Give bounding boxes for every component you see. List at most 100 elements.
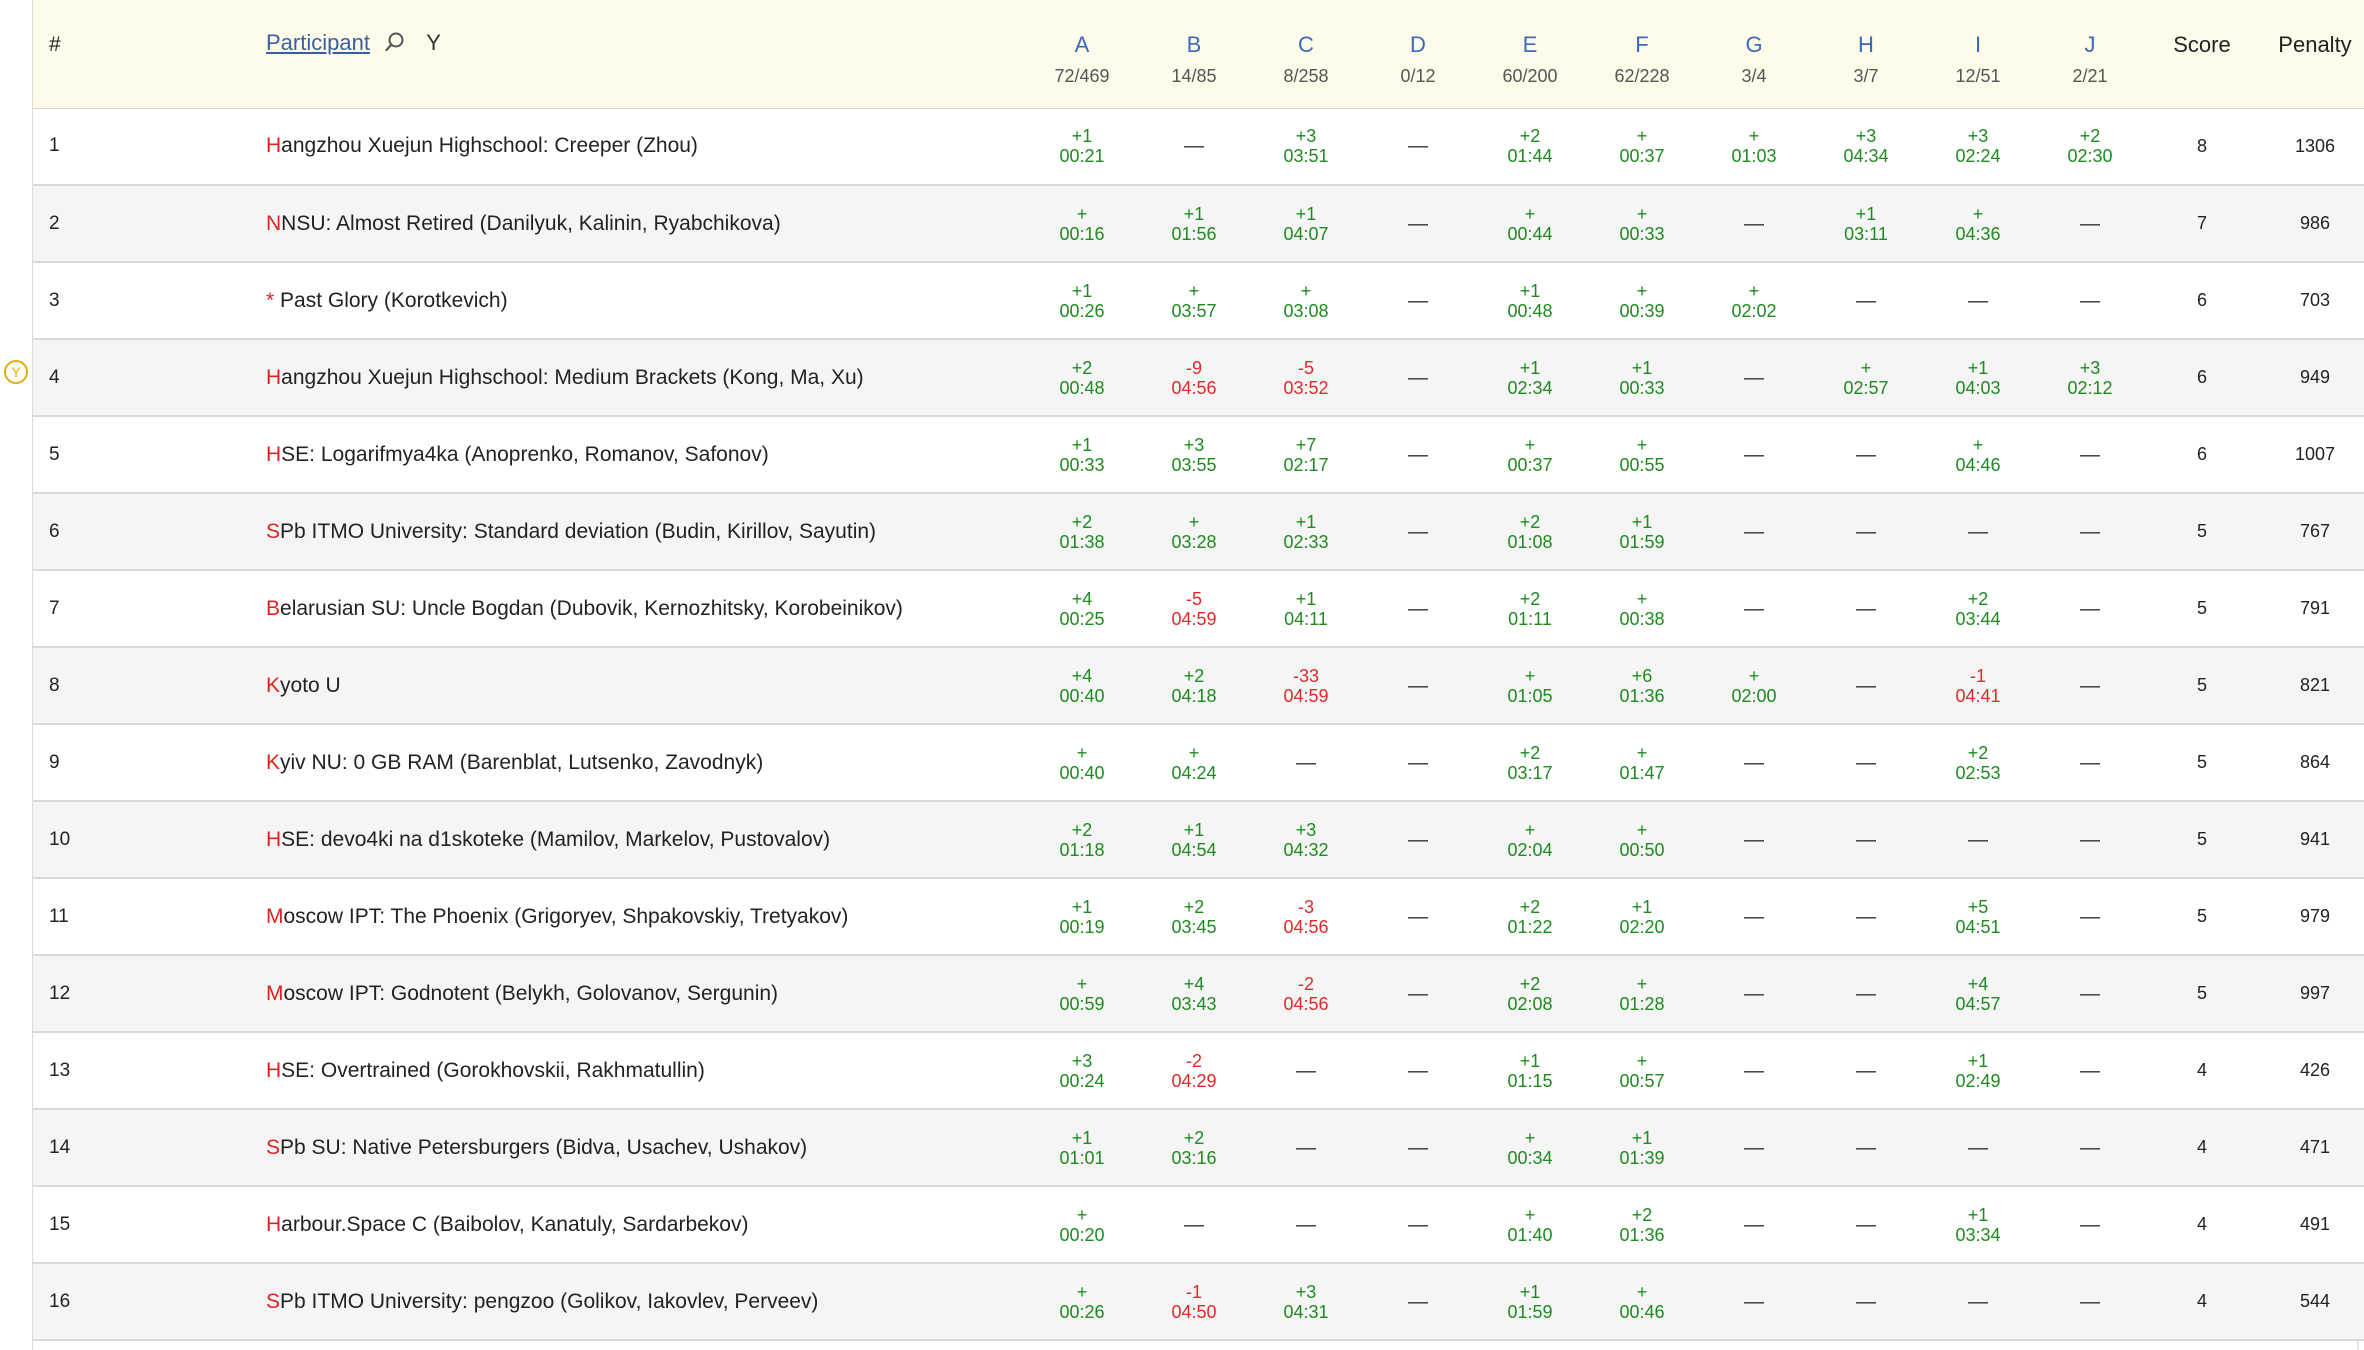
result-cell-d[interactable]: — — [1362, 108, 1474, 185]
result-cell-g[interactable]: — — [1698, 878, 1810, 955]
result-cell-c[interactable]: — — [1250, 1032, 1362, 1109]
problem-letter[interactable]: A — [1074, 32, 1090, 57]
result-cell-f[interactable]: +1 01:39 — [1586, 1109, 1698, 1186]
result-cell-a[interactable]: +00:16 — [1026, 185, 1138, 262]
table-row[interactable]: 4 Hangzhou Xuejun Highschool: Medium Brac… — [33, 339, 2364, 416]
problem-header-b[interactable]: B 14/85 — [1138, 0, 1250, 109]
participant-cell[interactable]: HSE: Logarifmya4ka (Anoprenko, Romanov, … — [138, 416, 1026, 493]
participant-cell[interactable]: Hangzhou Xuejun Highschool: Creeper (Zho… — [138, 108, 1026, 185]
problem-header-a[interactable]: A 72/469 — [1026, 0, 1138, 109]
table-row[interactable]: 1 Hangzhou Xuejun Highschool: Creeper (Zh… — [33, 108, 2364, 185]
result-cell-h[interactable]: — — [1810, 1186, 1922, 1263]
result-cell-h[interactable]: +02:57 — [1810, 339, 1922, 416]
result-cell-h[interactable]: — — [1810, 724, 1922, 801]
result-cell-j[interactable]: +2 02:30 — [2034, 108, 2146, 185]
problem-letter[interactable]: H — [1858, 32, 1874, 57]
result-cell-e[interactable]: +2 01:08 — [1474, 493, 1586, 570]
result-cell-b[interactable]: +04:24 — [1138, 724, 1250, 801]
participant-cell[interactable]: NNSU: Almost Retired (Danilyuk, Kalinin,… — [138, 185, 1026, 262]
result-cell-a[interactable]: +2 00:48 — [1026, 339, 1138, 416]
participant-cell[interactable]: SPb SU: Native Petersburgers (Bidva, Usa… — [138, 1109, 1026, 1186]
result-cell-a[interactable]: +00:26 — [1026, 1263, 1138, 1340]
result-cell-a[interactable]: +1 01:01 — [1026, 1109, 1138, 1186]
table-row[interactable]: 3 * Past Glory (Korotkevich) +1 00:26 +03:57… — [33, 262, 2364, 339]
result-cell-d[interactable]: — — [1362, 416, 1474, 493]
result-cell-f[interactable]: +2 01:36 — [1586, 1186, 1698, 1263]
result-cell-g[interactable]: — — [1698, 339, 1810, 416]
result-cell-c[interactable]: -5 03:52 — [1250, 339, 1362, 416]
result-cell-e[interactable]: +2 01:11 — [1474, 570, 1586, 647]
result-cell-a[interactable]: +4 00:25 — [1026, 570, 1138, 647]
result-cell-g[interactable]: — — [1698, 1263, 1810, 1340]
result-cell-j[interactable]: +3 02:12 — [2034, 339, 2146, 416]
result-cell-e[interactable]: +2 03:17 — [1474, 724, 1586, 801]
score-header[interactable]: Score — [2146, 0, 2258, 109]
participant-cell[interactable]: Moscow IPT: The Phoenix (Grigoryev, Shpa… — [138, 878, 1026, 955]
result-cell-f[interactable]: +00:39 — [1586, 262, 1698, 339]
result-cell-b[interactable]: +03:57 — [1138, 262, 1250, 339]
result-cell-c[interactable]: -3 04:56 — [1250, 878, 1362, 955]
result-cell-j[interactable]: — — [2034, 570, 2146, 647]
problem-header-i[interactable]: I 12/51 — [1922, 0, 2034, 109]
result-cell-h[interactable]: +3 04:34 — [1810, 108, 1922, 185]
table-row[interactable]: 8 Kyoto U +4 00:40 +2 04:18 -33 04:59— +01:05 +6 0… — [33, 647, 2364, 724]
problem-letter[interactable]: C — [1298, 32, 1314, 57]
result-cell-e[interactable]: +1 01:15 — [1474, 1032, 1586, 1109]
result-cell-i[interactable]: — — [1922, 1263, 2034, 1340]
result-cell-e[interactable]: +1 01:59 — [1474, 1263, 1586, 1340]
result-cell-d[interactable]: — — [1362, 647, 1474, 724]
result-cell-g[interactable]: — — [1698, 955, 1810, 1032]
result-cell-i[interactable]: — — [1922, 262, 2034, 339]
problem-letter[interactable]: I — [1974, 32, 1982, 57]
result-cell-j[interactable]: — — [2034, 262, 2146, 339]
result-cell-d[interactable]: — — [1362, 493, 1474, 570]
result-cell-f[interactable]: +6 01:36 — [1586, 647, 1698, 724]
result-cell-h[interactable]: — — [1810, 570, 1922, 647]
result-cell-h[interactable]: — — [1810, 1263, 1922, 1340]
result-cell-g[interactable]: — — [1698, 570, 1810, 647]
result-cell-f[interactable]: +00:50 — [1586, 801, 1698, 878]
result-cell-h[interactable]: — — [1810, 493, 1922, 570]
result-cell-f[interactable]: +00:38 — [1586, 570, 1698, 647]
result-cell-h[interactable]: — — [1810, 262, 1922, 339]
table-row[interactable]: 6 SPb ITMO University: Standard deviation… — [33, 493, 2364, 570]
result-cell-d[interactable]: — — [1362, 1263, 1474, 1340]
result-cell-a[interactable]: +3 00:24 — [1026, 1032, 1138, 1109]
result-cell-e[interactable]: +1 02:34 — [1474, 339, 1586, 416]
result-cell-b[interactable]: +3 03:55 — [1138, 416, 1250, 493]
participant-cell[interactable]: Belarusian SU: Uncle Bogdan (Dubovik, Ke… — [138, 570, 1026, 647]
result-cell-f[interactable]: +1 01:59 — [1586, 493, 1698, 570]
result-cell-f[interactable]: +00:57 — [1586, 1032, 1698, 1109]
table-row[interactable]: 5 HSE: Logarifmya4ka (Anoprenko, Romanov,… — [33, 416, 2364, 493]
problem-header-h[interactable]: H 3/7 — [1810, 0, 1922, 109]
result-cell-g[interactable]: — — [1698, 1032, 1810, 1109]
penalty-header[interactable]: Penalty — [2258, 0, 2364, 109]
result-cell-f[interactable]: +1 02:20 — [1586, 878, 1698, 955]
result-cell-b[interactable]: +1 04:54 — [1138, 801, 1250, 878]
result-cell-f[interactable]: +00:55 — [1586, 416, 1698, 493]
result-cell-d[interactable]: — — [1362, 801, 1474, 878]
result-cell-b[interactable]: +2 03:16 — [1138, 1109, 1250, 1186]
table-row[interactable]: 13 HSE: Overtrained (Gorokhovskii, Rakhma… — [33, 1032, 2364, 1109]
result-cell-d[interactable]: — — [1362, 1109, 1474, 1186]
problem-letter[interactable]: J — [2084, 32, 2096, 57]
result-cell-e[interactable]: +2 02:08 — [1474, 955, 1586, 1032]
table-row[interactable]: 2 NNSU: Almost Retired (Danilyuk, Kalinin… — [33, 185, 2364, 262]
result-cell-d[interactable]: — — [1362, 185, 1474, 262]
result-cell-f[interactable]: +01:47 — [1586, 724, 1698, 801]
result-cell-a[interactable]: +2 01:18 — [1026, 801, 1138, 878]
result-cell-d[interactable]: — — [1362, 955, 1474, 1032]
result-cell-g[interactable]: +01:03 — [1698, 108, 1810, 185]
problem-letter[interactable]: G — [1745, 32, 1763, 57]
problem-header-c[interactable]: C 8/258 — [1250, 0, 1362, 109]
result-cell-c[interactable]: -33 04:59 — [1250, 647, 1362, 724]
result-cell-e[interactable]: +1 00:48 — [1474, 262, 1586, 339]
result-cell-i[interactable]: — — [1922, 493, 2034, 570]
result-cell-h[interactable]: +1 03:11 — [1810, 185, 1922, 262]
result-cell-a[interactable]: +00:40 — [1026, 724, 1138, 801]
participant-cell[interactable]: Harbour.Space C (Baibolov, Kanatuly, Sar… — [138, 1186, 1026, 1263]
result-cell-c[interactable]: +7 02:17 — [1250, 416, 1362, 493]
participant-cell[interactable]: HSE: devo4ki na d1skoteke (Mamilov, Mark… — [138, 801, 1026, 878]
participant-cell[interactable]: HSE: Overtrained (Gorokhovskii, Rakhmatu… — [138, 1032, 1026, 1109]
highlight-marker-icon[interactable]: Y — [4, 360, 28, 384]
